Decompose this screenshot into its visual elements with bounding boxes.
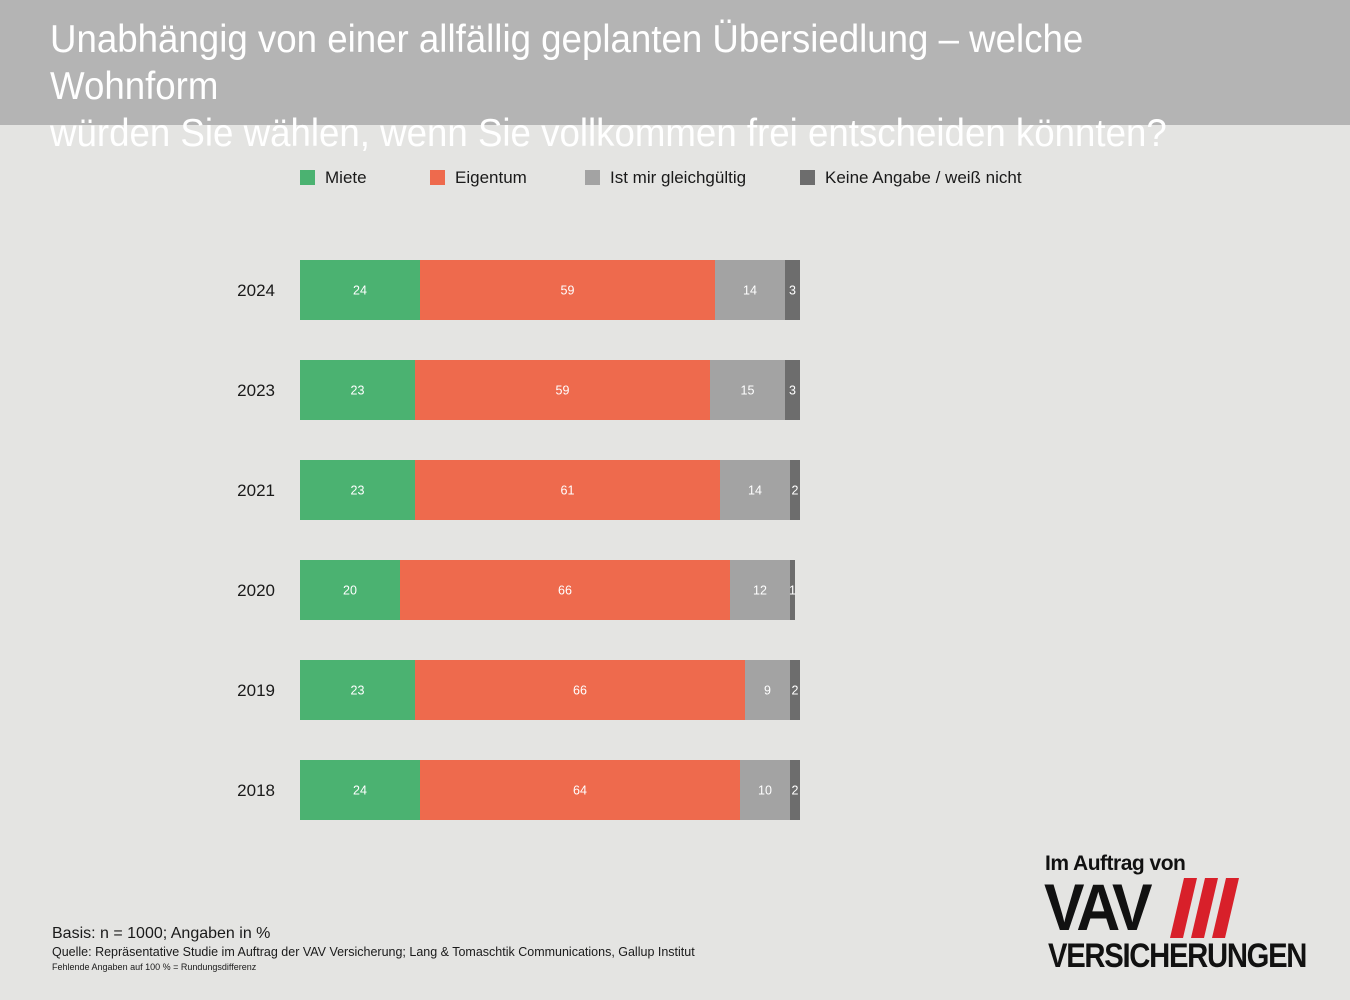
bar-2020-ist-mir-gleichg-ltig xyxy=(730,560,790,620)
legend-swatch-keine-angabe xyxy=(800,170,815,185)
bar-2018-eigentum xyxy=(420,760,740,820)
bar-2019-keine-angabe-wei-nicht xyxy=(790,660,800,720)
data-label-2019-eigentum: 66 xyxy=(573,684,587,698)
legend-swatch-miete xyxy=(300,170,315,185)
bar-2024-miete xyxy=(300,260,420,320)
header-banner: Unabhängig von einer allfällig geplanten… xyxy=(0,0,1350,155)
data-label-2024-eigentum: 59 xyxy=(561,284,575,298)
data-label-2023-ist-mir-gleichg-ltig: 15 xyxy=(741,384,755,398)
legend-label-gleichgueltig: Ist mir gleichgültig xyxy=(610,168,747,187)
data-label-2020-ist-mir-gleichg-ltig: 12 xyxy=(753,584,767,598)
data-label-2021-ist-mir-gleichg-ltig: 14 xyxy=(748,484,762,498)
data-label-2024-miete: 24 xyxy=(353,284,367,298)
footer-source: Quelle: Repräsentative Studie im Auftrag… xyxy=(52,945,695,959)
legend-label-miete: Miete xyxy=(325,168,367,187)
bar-2019-miete xyxy=(300,660,415,720)
footer-basis: Basis: n = 1000; Angaben in % xyxy=(52,925,271,942)
bar-2019-ist-mir-gleichg-ltig xyxy=(745,660,790,720)
bar-2023-ist-mir-gleichg-ltig xyxy=(710,360,785,420)
data-label-2024-keine-angabe-wei-nicht: 3 xyxy=(789,284,796,298)
legend-swatch-eigentum xyxy=(430,170,445,185)
chart-title: Unabhängig von einer allfällig geplanten… xyxy=(50,16,1253,157)
data-label-2020-keine-angabe-wei-nicht: 1 xyxy=(789,584,796,598)
logo-mark: VAV xyxy=(1044,870,1152,944)
data-label-2021-eigentum: 61 xyxy=(561,484,575,498)
footer-missing-note: Fehlende Angaben auf 100 % = Rundungsdif… xyxy=(52,962,257,972)
category-label-2020: 2020 xyxy=(237,581,275,600)
data-label-2021-miete: 23 xyxy=(351,484,365,498)
bar-2019-eigentum xyxy=(415,660,745,720)
data-label-2018-keine-angabe-wei-nicht: 2 xyxy=(792,784,799,798)
vav-logo: Im Auftrag von VAV VERSICHERUNGEN xyxy=(1040,852,1330,982)
data-label-2019-ist-mir-gleichg-ltig: 9 xyxy=(764,684,771,698)
data-label-2019-miete: 23 xyxy=(351,684,365,698)
data-label-2023-eigentum: 59 xyxy=(556,384,570,398)
logo-stripes-icon xyxy=(1170,878,1239,938)
bar-2018-ist-mir-gleichg-ltig xyxy=(740,760,790,820)
bar-2024-keine-angabe-wei-nicht xyxy=(785,260,800,320)
bar-2023-miete xyxy=(300,360,415,420)
bar-2020-eigentum xyxy=(400,560,730,620)
bar-2024-eigentum xyxy=(420,260,715,320)
data-label-2020-eigentum: 66 xyxy=(558,584,572,598)
bar-2023-eigentum xyxy=(415,360,710,420)
logo-brand: VERSICHERUNGEN xyxy=(1048,937,1307,975)
title-line-1: Unabhängig von einer allfällig geplanten… xyxy=(50,18,1084,108)
logo-caption: Im Auftrag von xyxy=(1045,852,1186,875)
category-label-2019: 2019 xyxy=(237,681,275,700)
bar-2024-ist-mir-gleichg-ltig xyxy=(715,260,785,320)
data-label-2018-eigentum: 64 xyxy=(573,784,587,798)
category-label-2018: 2018 xyxy=(237,781,275,800)
title-line-2: würden Sie wählen, wenn Sie vollkommen f… xyxy=(50,112,1167,155)
data-label-2020-miete: 20 xyxy=(343,584,357,598)
legend-label-eigentum: Eigentum xyxy=(455,168,527,187)
bar-2018-keine-angabe-wei-nicht xyxy=(790,760,800,820)
category-label-2021: 2021 xyxy=(237,481,275,500)
legend-label-keine-angabe: Keine Angabe / weiß nicht xyxy=(825,168,1022,187)
bar-2021-eigentum xyxy=(415,460,720,520)
bar-2021-keine-angabe-wei-nicht xyxy=(790,460,800,520)
data-label-2023-keine-angabe-wei-nicht: 3 xyxy=(789,384,796,398)
data-label-2018-ist-mir-gleichg-ltig: 10 xyxy=(758,784,772,798)
data-label-2018-miete: 24 xyxy=(353,784,367,798)
bar-2021-miete xyxy=(300,460,415,520)
data-label-2019-keine-angabe-wei-nicht: 2 xyxy=(792,684,799,698)
data-label-2024-ist-mir-gleichg-ltig: 14 xyxy=(743,284,757,298)
bar-2020-miete xyxy=(300,560,400,620)
category-label-2023: 2023 xyxy=(237,381,275,400)
bar-2021-ist-mir-gleichg-ltig xyxy=(720,460,790,520)
category-label-2024: 2024 xyxy=(237,281,275,300)
data-label-2023-miete: 23 xyxy=(351,384,365,398)
legend-swatch-gleichgueltig xyxy=(585,170,600,185)
bar-2018-miete xyxy=(300,760,420,820)
bar-2023-keine-angabe-wei-nicht xyxy=(785,360,800,420)
bar-2020-keine-angabe-wei-nicht xyxy=(790,560,795,620)
data-label-2021-keine-angabe-wei-nicht: 2 xyxy=(792,484,799,498)
